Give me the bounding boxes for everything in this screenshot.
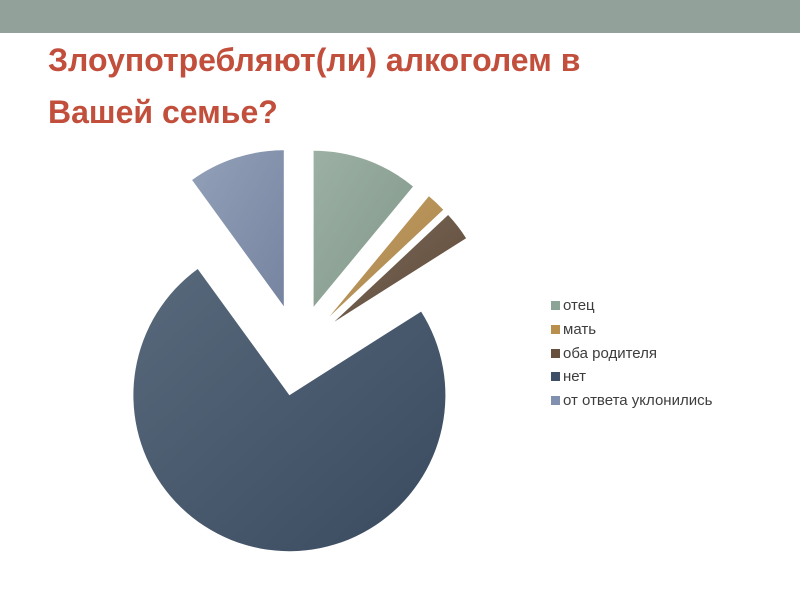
- legend-swatch: [551, 372, 560, 382]
- page-title: Злоупотребляют(ли) алкоголем в Вашей сем…: [48, 34, 748, 138]
- legend-swatch: [551, 396, 560, 406]
- legend-label: нет: [563, 368, 586, 386]
- pie-slice-1: [313, 150, 413, 307]
- legend-item: мать: [551, 318, 712, 342]
- pie-slice-2: [329, 196, 444, 317]
- legend-label: оба родителя: [563, 344, 658, 362]
- pie-slice-3: [334, 215, 467, 322]
- pie-slice-5: [192, 150, 284, 307]
- legend-item: отец: [551, 294, 712, 318]
- page-title-line-1: Злоупотребляют(ли) алкоголем в: [48, 42, 581, 78]
- legend-item: от ответа уклонились: [551, 389, 712, 413]
- legend-swatch: [551, 348, 560, 358]
- chart-legend: отец мать оба родителя нет от ответа уклонил…: [551, 294, 712, 412]
- legend-swatch: [551, 301, 560, 311]
- legend-label: отец: [563, 297, 595, 315]
- legend-swatch: [551, 325, 560, 335]
- legend-label: мать: [563, 321, 597, 339]
- legend-item: нет: [551, 365, 712, 389]
- pie-slice-4: [133, 269, 446, 552]
- legend-item: оба родителя: [551, 341, 712, 365]
- accent-bar: [0, 0, 800, 33]
- page-title-line-2: Вашей семье?: [48, 94, 278, 130]
- legend-label: от ответа уклонились: [563, 392, 713, 410]
